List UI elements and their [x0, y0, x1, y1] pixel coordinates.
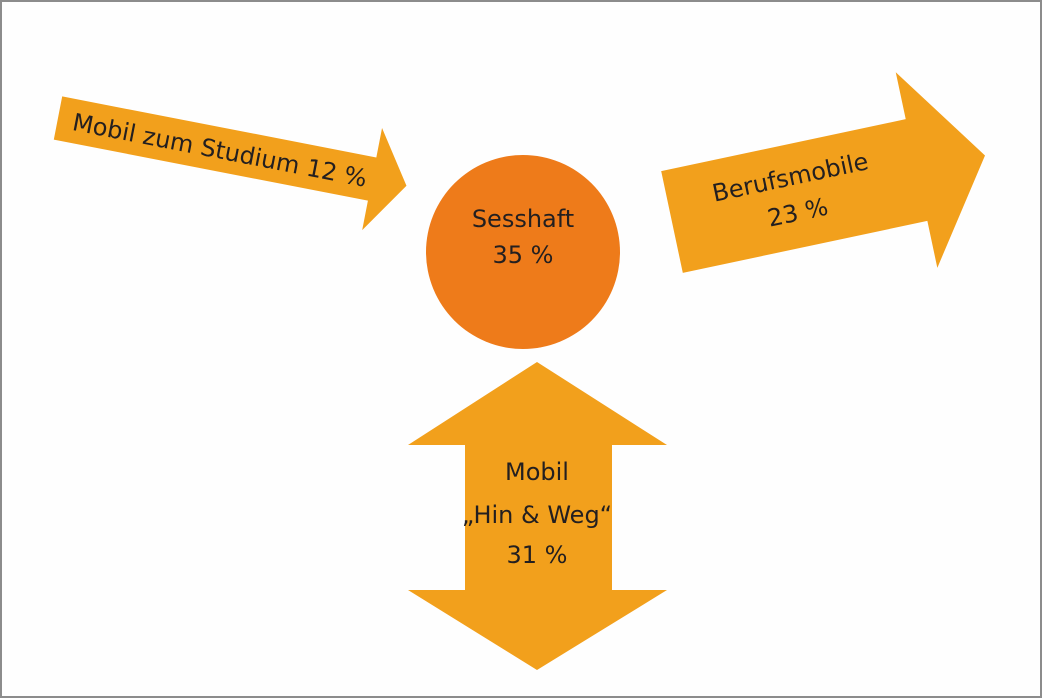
node-sesshaft: Sesshaft 35 % — [426, 155, 620, 349]
arrow-shape — [53, 96, 407, 231]
node-label: Mobil — [505, 458, 569, 486]
node-label: 31 % — [507, 541, 568, 569]
arrow-job: Berufsmobile 23 % — [661, 72, 986, 273]
arrow-shape — [661, 72, 986, 273]
circle — [426, 155, 620, 349]
double-arrow — [408, 362, 667, 670]
node-label: Sesshaft — [472, 205, 574, 233]
node-label: „Hin & Weg“ — [462, 501, 612, 529]
node-label: 35 % — [493, 241, 554, 269]
arrow-hin-weg: Mobil „Hin & Weg“ 31 % — [408, 362, 667, 670]
